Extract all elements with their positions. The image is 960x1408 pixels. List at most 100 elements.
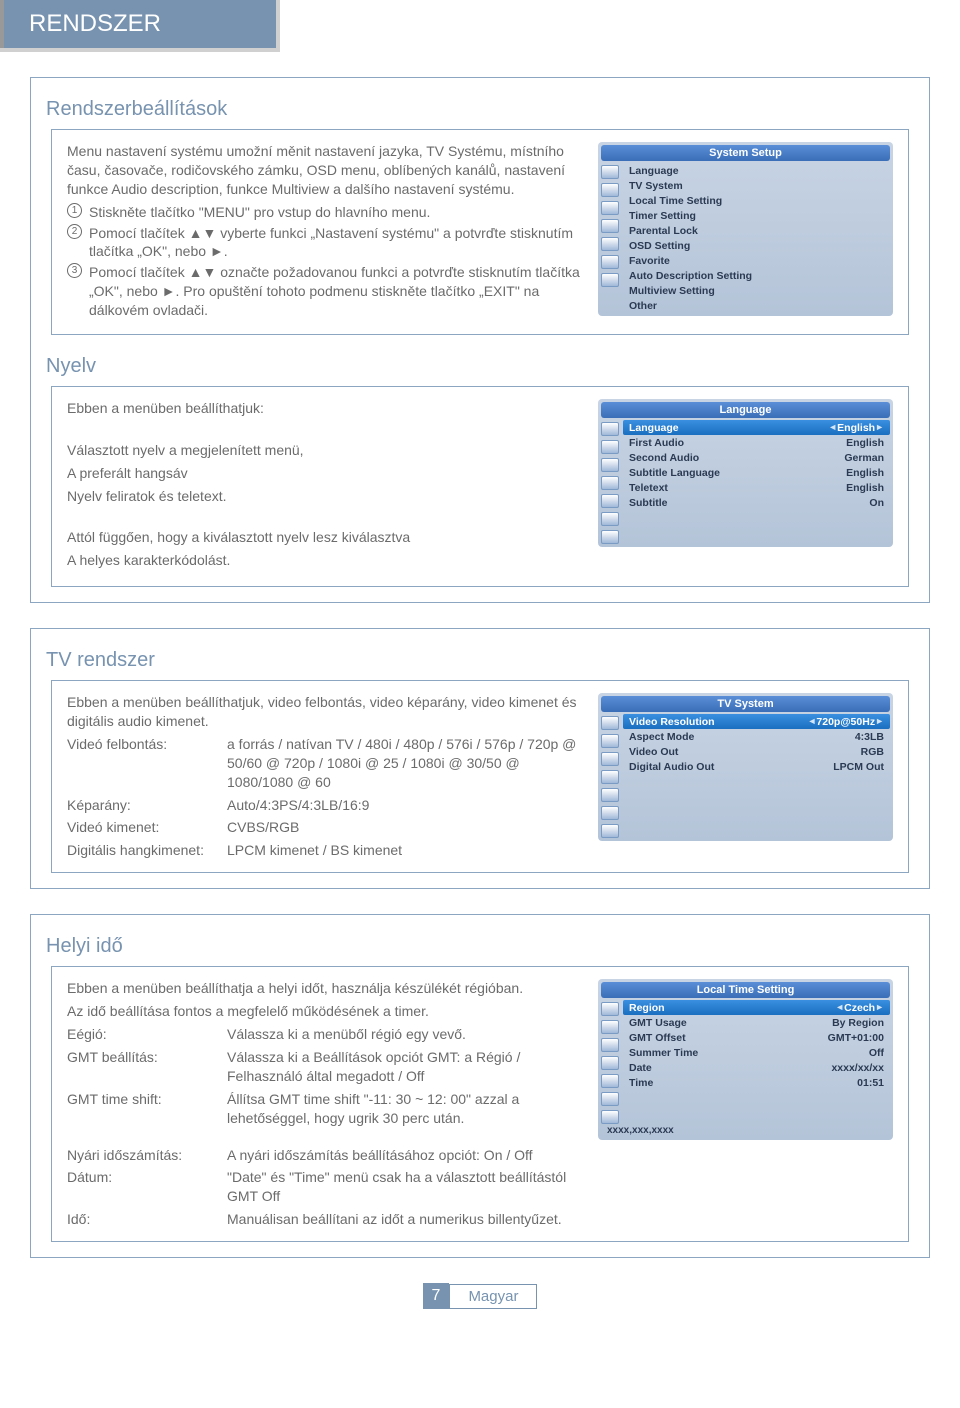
kv-row: GMT time shift:Állítsa GMT time shift "-… <box>67 1090 583 1128</box>
s4-p2: Az idő beállítása fontos a megfelelő műk… <box>67 1002 583 1021</box>
osd-menu-icon <box>601 1020 619 1034</box>
s4-p1: Ebben a menüben beállíthatja a helyi idő… <box>67 979 583 998</box>
kv-row: Dátum:"Date" és "Time" menü csak ha a vá… <box>67 1168 583 1206</box>
osd-title: Local Time Setting <box>601 982 890 998</box>
kv-row: GMT beállítás:Válassza ki a Beállítások … <box>67 1048 583 1086</box>
osd-row: Second AudioGerman <box>623 450 890 465</box>
section1-text: Menu nastavení systému umožní měnit nast… <box>67 142 583 322</box>
osd-item: Favorite <box>623 253 890 268</box>
osd-menu-icon <box>601 1092 619 1106</box>
kv-row: Videó felbontás:a forrás / natívan TV / … <box>67 735 583 792</box>
osd-menu-icon <box>601 201 619 215</box>
section4-text: Ebben a menüben beállíthatja a helyi idő… <box>67 979 583 1229</box>
osd-menu-icon <box>601 512 619 526</box>
osd-menu-icon <box>601 494 619 508</box>
section2-text: Ebben a menüben beállíthatjuk: Választot… <box>67 399 583 574</box>
osd-menu-icon <box>601 1038 619 1052</box>
osd-title: Language <box>601 402 890 418</box>
s2-p6: A helyes karakterkódolást. <box>67 551 583 570</box>
kv-row: Idő:Manuálisan beállítani az időt a nume… <box>67 1210 583 1229</box>
intro-text: Menu nastavení systému umožní měnit nast… <box>67 142 583 199</box>
osd-menu-icon <box>601 273 619 287</box>
s2-p3: A preferált hangsáv <box>67 464 583 483</box>
osd-language: Language Language◄English►First AudioEng… <box>598 399 893 547</box>
osd-row: Subtitle LanguageEnglish <box>623 465 890 480</box>
osd-row: Video OutRGB <box>623 744 890 759</box>
osd-row: TeletextEnglish <box>623 480 890 495</box>
osd-system-setup: System Setup LanguageTV SystemLocal Time… <box>598 142 893 316</box>
osd-row: Datexxxx/xx/xx <box>623 1060 890 1075</box>
kv-row: Nyári időszámítás:A nyári időszámítás be… <box>67 1146 583 1165</box>
osd-menu-icon <box>601 806 619 820</box>
section-tv-title: TV rendszer <box>31 641 929 680</box>
osd-menu-icon <box>601 422 619 436</box>
osd-row: Digital Audio OutLPCM Out <box>623 759 890 774</box>
osd-menu-icon <box>601 788 619 802</box>
s3-intro: Ebben a menüben beállíthatjuk, video fel… <box>67 693 583 731</box>
osd-tv-system: TV System Video Resolution◄720p@50Hz►Asp… <box>598 693 893 841</box>
kv-row: Eégió:Válassza ki a menüből régió egy ve… <box>67 1025 583 1044</box>
osd-menu-icon <box>601 183 619 197</box>
section-ido-title: Helyi idő <box>31 927 929 966</box>
osd-row: SubtitleOn <box>623 495 890 510</box>
osd-item: Timer Setting <box>623 208 890 223</box>
osd-row: Language◄English► <box>623 420 890 435</box>
osd-menu-icon <box>601 1074 619 1088</box>
s2-p2: Választott nyelv a megjelenített menü, <box>67 441 583 460</box>
osd-menu-icon <box>601 237 619 251</box>
s2-p4: Nyelv feliratok és teletext. <box>67 487 583 506</box>
osd-row: Time01:51 <box>623 1075 890 1090</box>
osd-menu-icon <box>601 165 619 179</box>
osd-menu-icon <box>601 770 619 784</box>
page-lang: Magyar <box>449 1284 537 1309</box>
osd-item: TV System <box>623 178 890 193</box>
section-tv-rendszer: TV rendszer Ebben a menüben beállíthatju… <box>30 628 930 889</box>
osd-item: Local Time Setting <box>623 193 890 208</box>
osd-menu-icon <box>601 476 619 490</box>
osd-local-time: Local Time Setting Region◄Czech►GMT Usag… <box>598 979 893 1140</box>
osd-row: Video Resolution◄720p@50Hz► <box>623 714 890 729</box>
section-helyi-ido: Helyi idő Ebben a menüben beállíthatja a… <box>30 914 930 1258</box>
s2-p1: Ebben a menüben beállíthatjuk: <box>67 399 583 418</box>
osd-menu-icon <box>601 1110 619 1124</box>
osd-menu-icon <box>601 734 619 748</box>
section-nyelv-title: Nyelv <box>31 347 929 386</box>
osd-row: GMT UsageBy Region <box>623 1015 890 1030</box>
kv-row: Képarány:Auto/4:3PS/4:3LB/16:9 <box>67 796 583 815</box>
osd-item: OSD Setting <box>623 238 890 253</box>
osd-row: First AudioEnglish <box>623 435 890 450</box>
page-number: 7 <box>423 1283 450 1309</box>
section3-text: Ebben a menüben beállíthatjuk, video fel… <box>67 693 583 860</box>
step-3: Pomocí tlačítek ▲▼ označte požadovanou f… <box>89 264 580 318</box>
s2-p5: Attól függően, hogy a kiválasztott nyelv… <box>67 528 583 547</box>
kv-row: Videó kimenet:CVBS/RGB <box>67 818 583 837</box>
osd-title: System Setup <box>601 145 890 161</box>
osd-title: TV System <box>601 696 890 712</box>
kv-row: Digitális hangkimenet:LPCM kimenet / BS … <box>67 841 583 860</box>
osd-menu-icon <box>601 1056 619 1070</box>
osd-menu-icon <box>601 716 619 730</box>
osd-menu-icon <box>601 824 619 838</box>
section-rendszerbeallitasok: Rendszerbeállítások Menu nastavení systé… <box>30 77 930 603</box>
osd-item: Language <box>623 163 890 178</box>
osd-row: Region◄Czech► <box>623 1000 890 1015</box>
osd-item: Auto Description Setting <box>623 268 890 283</box>
osd-menu-icon <box>601 255 619 269</box>
section-title: Rendszerbeállítások <box>31 90 929 129</box>
osd-menu-icon <box>601 219 619 233</box>
osd-menu-icon <box>601 752 619 766</box>
osd-row: Summer TimeOff <box>623 1045 890 1060</box>
osd-item: Other <box>623 298 890 313</box>
osd-menu-icon <box>601 1002 619 1016</box>
osd-menu-icon <box>601 458 619 472</box>
osd-row: GMT OffsetGMT+01:00 <box>623 1030 890 1045</box>
page-footer: 7 Magyar <box>30 1283 930 1309</box>
osd-menu-icon <box>601 440 619 454</box>
osd-row: Aspect Mode4:3LB <box>623 729 890 744</box>
step-2: Pomocí tlačítek ▲▼ vyberte funkci „Nasta… <box>89 225 573 260</box>
osd-footer: xxxx,xxx,xxxx <box>601 1124 890 1137</box>
osd-item: Multiview Setting <box>623 283 890 298</box>
step-1: Stiskněte tlačítko "MENU" pro vstup do h… <box>89 204 430 220</box>
page-header: RENDSZER <box>0 0 280 52</box>
osd-menu-icon <box>601 530 619 544</box>
